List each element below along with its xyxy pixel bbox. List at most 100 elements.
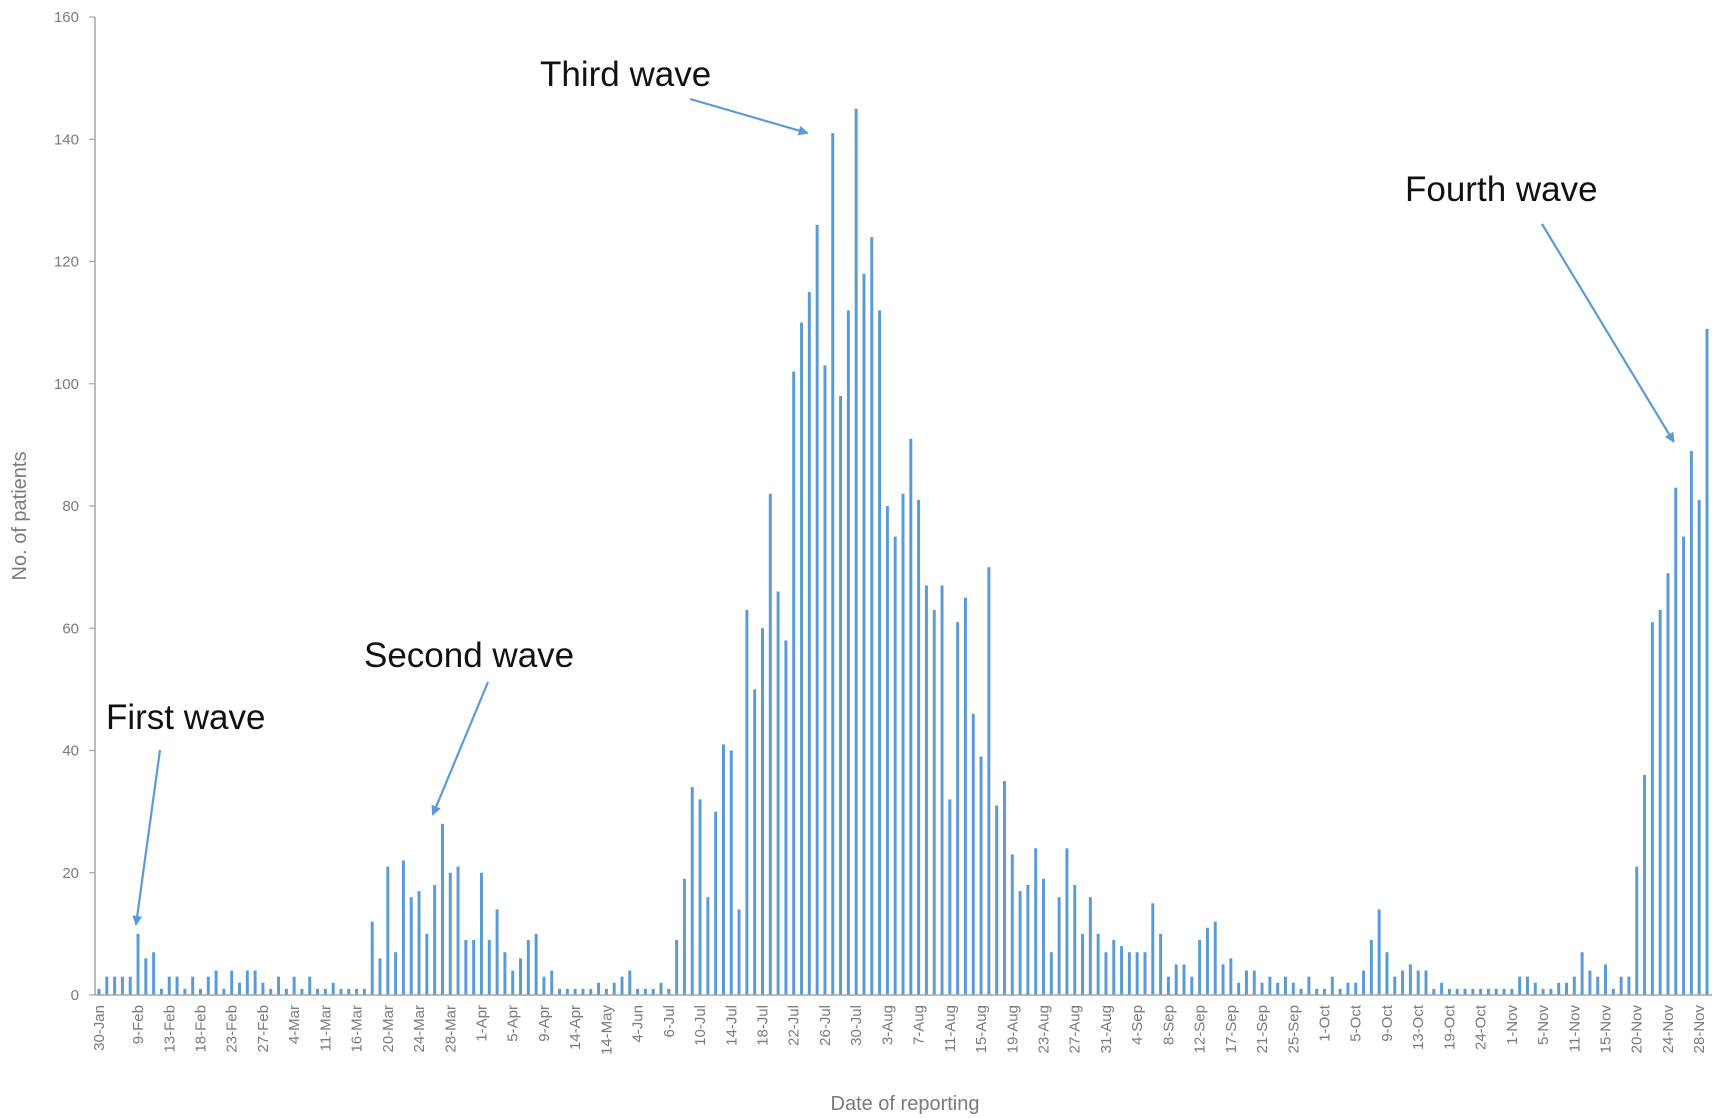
bar (456, 866, 460, 995)
y-tick-label: 120 (54, 254, 79, 271)
x-tick-label: 8-Sep (1160, 1005, 1177, 1045)
bar (1463, 988, 1467, 995)
bar (659, 982, 663, 995)
bar (1120, 946, 1124, 995)
bar (183, 988, 187, 995)
bar (1557, 982, 1561, 995)
x-tick-label: 28-Nov (1691, 1005, 1708, 1054)
bar (394, 952, 398, 995)
bar (1494, 988, 1498, 995)
bar (1143, 952, 1147, 995)
annotation-label: Third wave (540, 55, 711, 94)
annotation: Third wave (540, 55, 809, 136)
bar (612, 982, 616, 995)
x-tick-label: 27-Feb (255, 1005, 272, 1053)
bar (1221, 964, 1225, 995)
bar (1533, 982, 1537, 995)
bar (885, 506, 889, 995)
bar (1627, 976, 1631, 995)
y-axis-title: No. of patients (9, 452, 31, 581)
bar (924, 585, 928, 995)
x-tick-label: 15-Nov (1598, 1005, 1615, 1054)
bar (753, 689, 757, 996)
bar (1362, 970, 1366, 995)
bar (1088, 897, 1092, 995)
bar (761, 628, 764, 995)
bar (948, 799, 952, 995)
bar (331, 982, 335, 995)
x-tick-label: 24-Nov (1660, 1005, 1677, 1054)
bar (433, 884, 437, 995)
bar (1002, 781, 1006, 995)
bar (362, 988, 366, 995)
bar (690, 787, 694, 995)
bar (604, 988, 608, 995)
bar (1252, 970, 1256, 995)
x-tick-label: 20-Nov (1629, 1005, 1646, 1054)
annotation-arrow (431, 681, 490, 816)
bar (292, 976, 296, 995)
bar (745, 609, 749, 995)
annotation-label: Second wave (364, 636, 574, 675)
bar (550, 970, 554, 995)
y-tick-label: 0 (71, 987, 79, 1004)
bar (1198, 939, 1202, 995)
bar (113, 976, 117, 995)
bar (316, 988, 320, 995)
bar (1705, 328, 1709, 995)
bar (1057, 897, 1061, 995)
x-tick-label: 17-Sep (1223, 1005, 1240, 1053)
bar (839, 395, 843, 996)
x-tick-label: 28-Mar (442, 1005, 459, 1053)
bar (425, 933, 429, 996)
bar (1424, 970, 1428, 995)
x-tick-label: 7-Aug (911, 1005, 928, 1045)
bar (1096, 933, 1100, 996)
bar (1565, 982, 1568, 995)
bar (230, 970, 234, 995)
x-tick-label: 20-Mar (380, 1005, 397, 1053)
bar (636, 988, 640, 995)
bar (386, 866, 390, 995)
bar (565, 988, 569, 995)
annotation-arrow (1541, 223, 1675, 443)
bar (643, 988, 647, 995)
x-tick-label: 5-Oct (1348, 1004, 1365, 1042)
bar (1338, 988, 1342, 995)
x-tick-label: 18-Feb (192, 1005, 209, 1053)
bar (1486, 988, 1490, 995)
x-tick-label: 24-Oct (1473, 1004, 1490, 1050)
bar (1159, 933, 1163, 996)
x-tick-label: 27-Aug (1067, 1005, 1084, 1053)
bar (784, 640, 788, 995)
x-tick-label: 22-Jul (786, 1005, 803, 1046)
bar (1135, 952, 1139, 995)
bar (503, 952, 507, 995)
bar (277, 976, 281, 995)
bar (1127, 952, 1131, 995)
bar (721, 744, 725, 995)
bar (1081, 933, 1085, 996)
bar (932, 609, 936, 995)
x-tick-label: 18-Jul (754, 1005, 771, 1046)
x-tick-label: 9-Apr (536, 1005, 553, 1042)
bar (870, 237, 874, 996)
x-tick-label: 23-Feb (224, 1005, 241, 1053)
bar (355, 988, 359, 995)
x-tick-label: 4-Sep (1129, 1005, 1146, 1045)
bar (1658, 609, 1662, 995)
bar (206, 976, 210, 995)
bar (1315, 988, 1319, 995)
bar (971, 713, 975, 995)
bar (1440, 982, 1444, 995)
x-tick-label: 5-Nov (1535, 1005, 1552, 1046)
bar (1525, 976, 1529, 995)
bar (339, 988, 343, 995)
bar (823, 365, 827, 995)
x-tick-label: 4-Mar (286, 1005, 303, 1044)
x-tick-label: 9-Oct (1379, 1004, 1396, 1042)
bar (807, 292, 811, 995)
bar (1323, 988, 1326, 995)
y-tick-label: 100 (54, 376, 79, 393)
